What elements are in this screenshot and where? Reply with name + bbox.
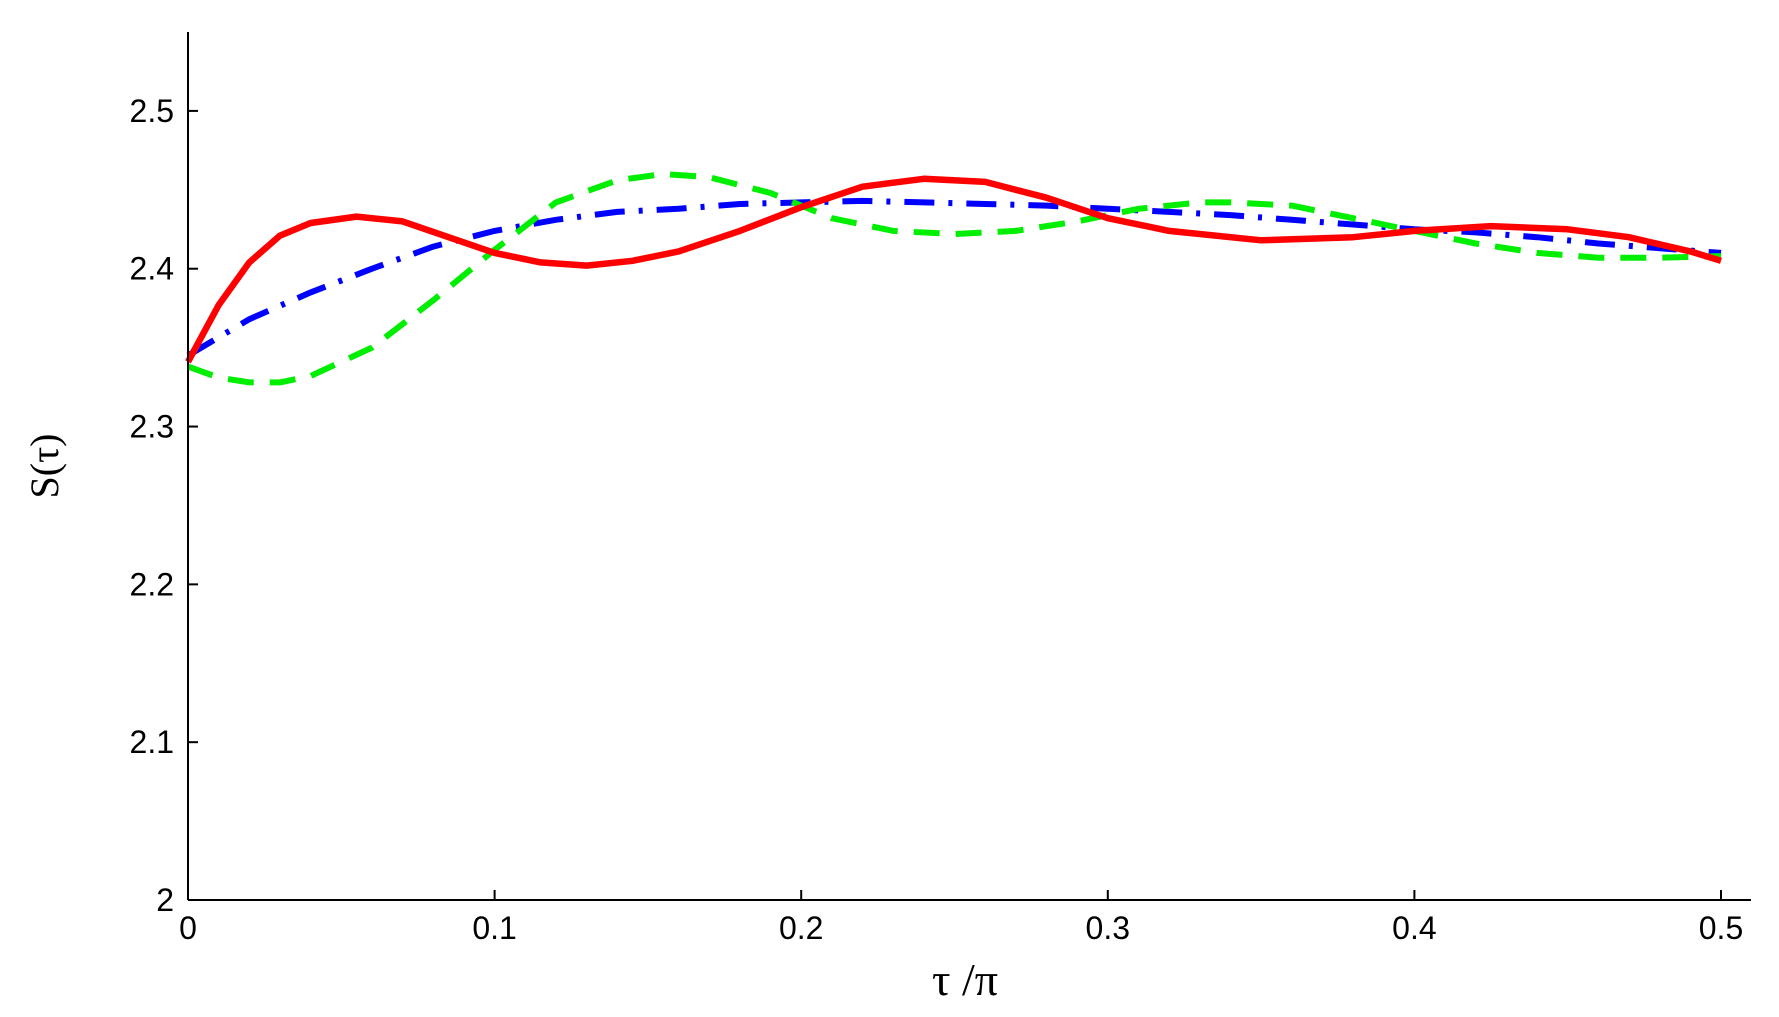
x-tick-label: 0.2 xyxy=(779,910,823,946)
y-tick-label: 2.5 xyxy=(130,93,174,129)
y-tick-label: 2 xyxy=(156,882,174,918)
x-tick-label: 0 xyxy=(179,910,197,946)
x-axis-ticks: 0 0.1 0.2 0.3 0.4 0.5 xyxy=(179,890,1743,946)
y-tick-label: 2.4 xyxy=(130,251,174,287)
y-tick-label: 2.3 xyxy=(130,409,174,445)
series-layer xyxy=(185,171,1722,386)
x-tick-label: 0.4 xyxy=(1392,910,1436,946)
y-axis-ticks: 2 2.1 2.2 2.3 2.4 2.5 xyxy=(130,93,198,918)
series-line-2 xyxy=(186,171,1722,386)
y-axis-title: S(τ) xyxy=(22,434,67,499)
y-tick-label: 2.1 xyxy=(130,724,174,760)
x-axis-title: τ /π xyxy=(932,954,998,1005)
series-line-1 xyxy=(186,197,1722,359)
x-tick-label: 0.1 xyxy=(472,910,516,946)
x-tick-label: 0.5 xyxy=(1699,910,1743,946)
series-line-3 xyxy=(185,175,1722,364)
x-tick-label: 0.3 xyxy=(1086,910,1130,946)
y-tick-label: 2.2 xyxy=(130,566,174,602)
